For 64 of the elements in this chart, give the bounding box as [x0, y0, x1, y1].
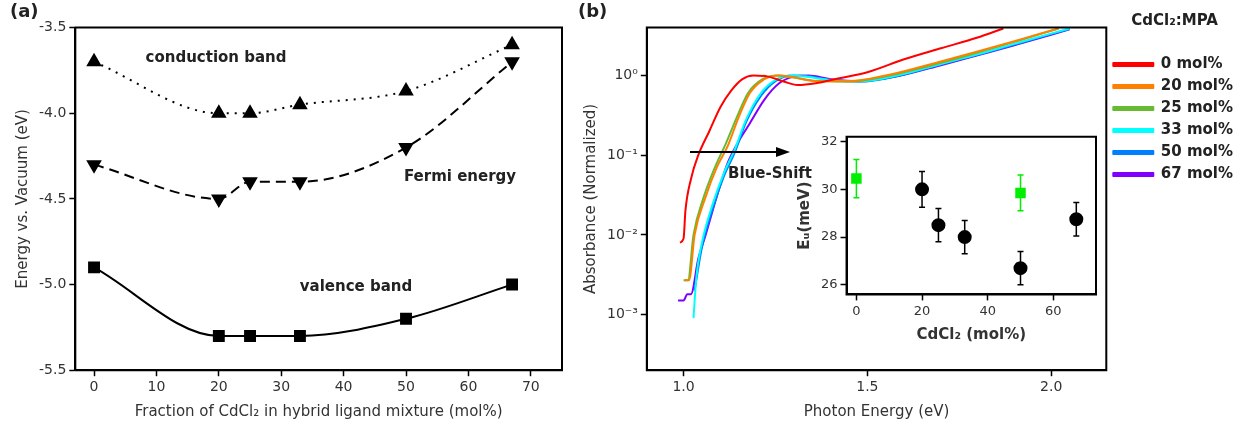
legend-label: 50 mol% — [1160, 142, 1233, 161]
legend-title: CdCl₂:MPA — [1131, 11, 1219, 30]
x-tick-label: 0 — [852, 302, 861, 318]
x-tick-label: 20 — [209, 378, 228, 395]
point — [1015, 187, 1026, 199]
legend-label: 33 mol% — [1160, 120, 1233, 139]
point — [1013, 261, 1028, 276]
point — [88, 261, 100, 274]
chart-title: (b) — [578, 0, 608, 22]
x-tick-label: 70 — [521, 378, 540, 395]
x-tick-label: 2.0 — [1040, 378, 1063, 395]
point — [851, 173, 862, 184]
legend-label: 20 mol% — [1160, 76, 1233, 95]
point — [244, 329, 256, 342]
x-tick-label: 1.0 — [672, 378, 695, 395]
y-tick-label: 28 — [821, 228, 838, 244]
point — [1069, 212, 1084, 227]
y-tick-label: -4.0 — [38, 103, 67, 120]
point — [505, 36, 520, 50]
y-tick-label: 26 — [821, 276, 838, 292]
x-tick-label: 40 — [334, 378, 353, 395]
y-tick-label: 32 — [821, 132, 838, 148]
y-tick-label: 10⁰ — [614, 66, 639, 83]
y-axis-title: Energy vs. Vacuum (eV) — [12, 109, 31, 289]
chart-title: (a) — [10, 0, 39, 22]
point — [506, 278, 519, 291]
point — [293, 329, 306, 342]
legend-label: 25 mol% — [1160, 98, 1233, 117]
point — [398, 82, 414, 96]
x-tick-label: 50 — [397, 378, 415, 395]
x-tick-label: 20 — [913, 302, 931, 318]
y-tick-label: 10⁻² — [606, 225, 638, 242]
point — [242, 105, 258, 118]
x-tick-label: 10 — [147, 378, 166, 395]
series-label: conduction band — [145, 47, 287, 66]
legend-label: 0 mol% — [1160, 54, 1223, 73]
x-tick-label: 0 — [89, 378, 99, 395]
y-axis-title: Absorbance (Normalized) — [580, 103, 599, 294]
point — [400, 312, 412, 325]
point — [211, 105, 226, 118]
point — [86, 53, 102, 67]
point — [957, 230, 972, 245]
x-tick-label: 60 — [459, 378, 478, 395]
y-tick-label: 10⁻¹ — [606, 145, 638, 162]
x-tick-label: 1.5 — [856, 378, 879, 395]
y-tick-label: 30 — [821, 180, 838, 196]
y-tick-label: -5.0 — [38, 275, 67, 292]
x-axis-title: CdCl₂ (mol%) — [916, 324, 1027, 343]
x-tick-label: 60 — [1045, 302, 1062, 318]
x-axis-title: Photon Energy (eV) — [803, 401, 950, 420]
y-tick-label: -3.5 — [38, 18, 67, 35]
point — [292, 96, 307, 110]
series-label: Fermi energy — [403, 167, 517, 186]
x-tick-label: 40 — [979, 302, 996, 318]
x-axis-title: Fraction of CdCl₂ in hybrid ligand mixture (mol%) — [134, 401, 503, 420]
annotation: Blue-Shift — [728, 163, 812, 182]
y-axis-title: Eᵤ(meV) — [794, 181, 813, 250]
y-tick-label: -4.5 — [38, 189, 67, 206]
point — [212, 329, 225, 342]
x-tick-label: 30 — [272, 378, 291, 395]
y-tick-label: 10⁻³ — [606, 305, 638, 322]
legend-label: 67 mol% — [1160, 164, 1233, 183]
series-label: valence band — [299, 276, 413, 295]
y-tick-label: -5.5 — [38, 360, 67, 377]
